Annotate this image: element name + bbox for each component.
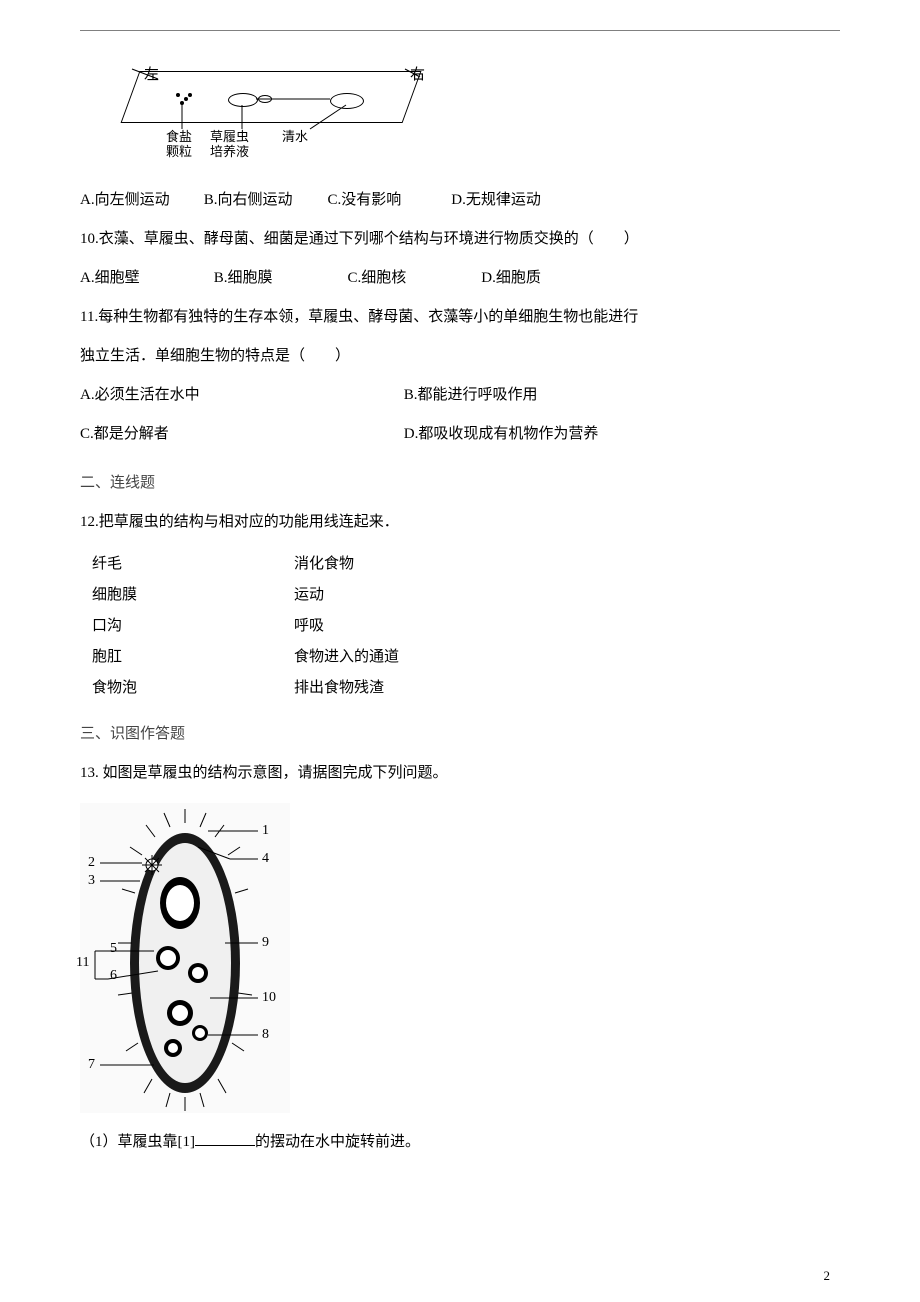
label-right: 右 (410, 63, 425, 84)
fig-label-4: 4 (262, 851, 269, 867)
q13-sub1-prefix: （1）草履虫靠[1] (80, 1134, 195, 1150)
page-number: 2 (824, 1268, 831, 1284)
section-2-heading: 二、连线题 (80, 464, 840, 503)
q11-opt-b: B.都能进行呼吸作用 (404, 376, 538, 415)
under-culture-l2: 培养液 (210, 144, 249, 159)
match-left-0: 纤毛 (92, 550, 292, 579)
section-3-heading: 三、识图作答题 (80, 715, 840, 754)
fig-label-2: 2 (88, 855, 95, 871)
under-water: 清水 (282, 129, 308, 144)
q11-options-2: C.都是分解者 D.都吸收现成有机物作为营养 (80, 415, 840, 454)
salt-dot (176, 93, 180, 97)
under-salt-l2: 颗粒 (166, 144, 192, 159)
table-row: 胞肛食物进入的通道 (92, 643, 399, 672)
label-left: 左 (144, 63, 159, 84)
q9-opt-a: A.向左侧运动 (80, 181, 200, 220)
q11-stem-1: 11.每种生物都有独特的生存本领，草履虫、酵母菌、衣藻等小的单细胞生物也能进行 (80, 298, 840, 337)
q10-opt-d: D.细胞质 (481, 259, 541, 298)
under-salt: 食盐 颗粒 (166, 129, 192, 159)
match-left-4: 食物泡 (92, 674, 292, 703)
q9-opt-c: C.没有影响 (328, 181, 448, 220)
match-right-4: 排出食物残渣 (294, 674, 399, 703)
q11-stem-2: 独立生活．单细胞生物的特点是（ ） (80, 337, 840, 376)
q10-opt-a: A.细胞壁 (80, 259, 210, 298)
q9-opt-b: B.向右侧运动 (204, 181, 324, 220)
match-right-0: 消化食物 (294, 550, 399, 579)
q10-opt-b: B.细胞膜 (214, 259, 344, 298)
fig-label-8: 8 (262, 1027, 269, 1043)
culture-puddle (228, 93, 258, 107)
table-row: 口沟呼吸 (92, 612, 399, 641)
q9-opt-d: D.无规律运动 (451, 181, 541, 220)
fig-label-5: 5 (110, 941, 117, 957)
table-row: 食物泡排出食物残渣 (92, 674, 399, 703)
q11-opt-c: C.都是分解者 (80, 415, 400, 454)
match-left-3: 胞肛 (92, 643, 292, 672)
under-water-l1: 清水 (282, 129, 308, 144)
q11-opt-d: D.都吸收现成有机物作为营养 (404, 415, 599, 454)
q11-opt-a: A.必须生活在水中 (80, 376, 400, 415)
fig-label-11: 11 (76, 955, 89, 971)
q13-sub1: （1）草履虫靠[1] 的摆动在水中旋转前进。 (80, 1123, 840, 1162)
salt-dot (184, 97, 188, 101)
salt-dot (180, 101, 184, 105)
fig-label-6: 6 (110, 968, 117, 984)
paramecium-svg (80, 803, 290, 1113)
q10-opt-c: C.细胞核 (348, 259, 478, 298)
separator-top (80, 30, 840, 31)
water-puddle (330, 93, 364, 109)
table-row: 细胞膜运动 (92, 581, 399, 610)
match-right-2: 呼吸 (294, 612, 399, 641)
q13-sub1-suffix: 的摆动在水中旋转前进。 (255, 1134, 420, 1150)
table-row: 纤毛消化食物 (92, 550, 399, 579)
q11-options-1: A.必须生活在水中 B.都能进行呼吸作用 (80, 376, 840, 415)
figure-paramecium: 1 2 3 4 5 6 7 8 9 10 11 (80, 803, 290, 1113)
match-left-2: 口沟 (92, 612, 292, 641)
q10-options: A.细胞壁 B.细胞膜 C.细胞核 D.细胞质 (80, 259, 840, 298)
q10-stem: 10.衣藻、草履虫、酵母菌、细菌是通过下列哪个结构与环境进行物质交换的（ ） (80, 220, 840, 259)
match-left-1: 细胞膜 (92, 581, 292, 610)
q13-stem: 13. 如图是草履虫的结构示意图，请据图完成下列问题。 (80, 754, 840, 793)
figure-slide-experiment: 左 右 食盐 颗粒 草履虫 培养液 清水 (110, 51, 430, 171)
blank-input[interactable] (195, 1131, 255, 1146)
under-culture: 草履虫 培养液 (210, 129, 249, 159)
fig-label-10: 10 (262, 990, 276, 1006)
salt-dot (188, 93, 192, 97)
under-culture-l1: 草履虫 (210, 129, 249, 144)
under-salt-l1: 食盐 (166, 129, 192, 144)
page: 左 右 食盐 颗粒 草履虫 培养液 清水 (0, 0, 920, 1302)
match-right-3: 食物进入的通道 (294, 643, 399, 672)
q9-options: A.向左侧运动 B.向右侧运动 C.没有影响 D.无规律运动 (80, 181, 840, 220)
q12-match-table: 纤毛消化食物 细胞膜运动 口沟呼吸 胞肛食物进入的通道 食物泡排出食物残渣 (90, 548, 401, 705)
fig-label-3: 3 (88, 873, 95, 889)
fig-label-9: 9 (262, 935, 269, 951)
paramecium-icon (258, 95, 272, 103)
fig-label-7: 7 (88, 1057, 95, 1073)
match-right-1: 运动 (294, 581, 399, 610)
fig-label-1: 1 (262, 823, 269, 839)
q12-stem: 12.把草履虫的结构与相对应的功能用线连起来． (80, 503, 840, 542)
